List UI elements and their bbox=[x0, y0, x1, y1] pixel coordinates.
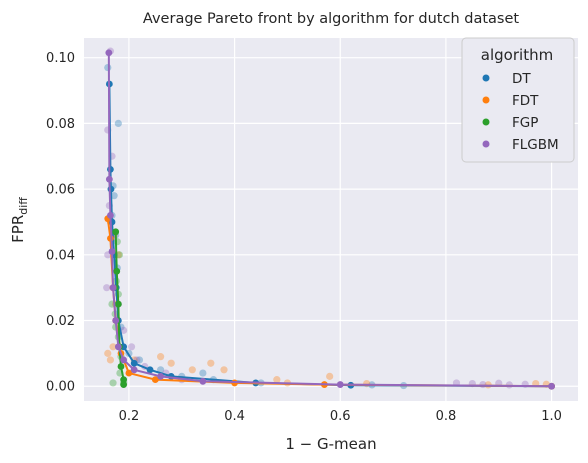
legend-label-fdt: FDT bbox=[512, 93, 539, 109]
scatter-point-flgbm bbox=[103, 284, 111, 292]
y-axis-label-sub: diff bbox=[17, 197, 30, 215]
x-tick-label: 0.8 bbox=[436, 409, 457, 424]
legend-box bbox=[461, 37, 575, 163]
series-layer bbox=[103, 47, 555, 390]
legend-marker-flgbm bbox=[482, 140, 490, 148]
x-axis-label: 1 − G-mean bbox=[285, 435, 376, 453]
scatter-point-fdt bbox=[220, 366, 228, 374]
front-point-flgbm bbox=[548, 382, 555, 390]
front-point-flgbm bbox=[105, 49, 113, 57]
front-point-dt bbox=[107, 166, 114, 173]
y-tick-label: 0.02 bbox=[46, 314, 75, 329]
front-point-fgp bbox=[120, 381, 128, 388]
front-point-flgbm bbox=[112, 317, 120, 324]
y-axis-label: FPRdiff bbox=[9, 197, 30, 243]
legend-title: algorithm bbox=[481, 46, 553, 64]
front-fgp bbox=[112, 228, 128, 388]
scatter-point-dt bbox=[104, 63, 112, 72]
x-tick-label: 0.6 bbox=[330, 409, 351, 424]
y-axis-label-main: FPR bbox=[9, 215, 27, 243]
front-point-flgbm bbox=[336, 381, 344, 388]
chart-title: Average Pareto front by algorithm for du… bbox=[143, 11, 519, 27]
front-point-flgbm bbox=[114, 343, 122, 351]
scatter-point-fgp bbox=[109, 379, 117, 387]
x-tick-label: 0.2 bbox=[119, 409, 140, 424]
x-tick-label: 0.4 bbox=[224, 409, 245, 424]
legend: algorithm DT FDT FGP FLGBM bbox=[461, 37, 575, 163]
front-point-fdt bbox=[151, 376, 159, 384]
front-point-fgp bbox=[117, 363, 125, 370]
front-point-flgbm bbox=[130, 366, 138, 374]
legend-marker-fgp bbox=[482, 118, 490, 126]
front-point-dt bbox=[146, 366, 154, 374]
scatter-point-dt bbox=[114, 119, 122, 128]
front-point-flgbm bbox=[108, 248, 116, 255]
scatter-point-fgp bbox=[115, 251, 123, 259]
front-point-flgbm bbox=[199, 377, 207, 385]
scatter-point-dt bbox=[135, 356, 144, 364]
front-point-dt bbox=[107, 185, 115, 193]
y-tick-label: 0.10 bbox=[46, 51, 75, 66]
y-tick-label: 0.08 bbox=[46, 117, 75, 132]
legend-label-dt: DT bbox=[512, 71, 531, 87]
legend-items: DT FDT FGP FLGBM bbox=[482, 71, 559, 153]
scatter-point-fdt bbox=[109, 343, 117, 351]
y-tick-label: 0.06 bbox=[46, 183, 75, 198]
scatter-point-fdt bbox=[207, 359, 215, 367]
scatter-point-dt bbox=[199, 369, 207, 377]
scatter-point-fdt bbox=[157, 353, 165, 361]
front-point-fgp bbox=[120, 376, 128, 384]
y-tick-labels: 0.00 0.02 0.04 0.06 0.08 0.10 bbox=[46, 51, 75, 395]
front-point-flgbm bbox=[105, 175, 113, 183]
front-point-flgbm bbox=[157, 372, 165, 380]
scatter-point-flgbm bbox=[479, 380, 487, 389]
front-point-fgp bbox=[112, 228, 120, 236]
front-flgbm bbox=[105, 49, 555, 390]
front-point-dt bbox=[130, 359, 138, 367]
scatter-point-fdt bbox=[326, 372, 334, 380]
front-point-fdt bbox=[125, 369, 133, 377]
y-tick-label: 0.00 bbox=[46, 380, 75, 395]
scatter-point-fdt bbox=[167, 359, 175, 367]
front-point-fgp bbox=[113, 267, 121, 275]
scatter-point-fdt bbox=[273, 376, 281, 384]
scatter-point-fdt bbox=[188, 366, 196, 374]
x-tick-labels: 0.2 0.4 0.6 0.8 1.0 bbox=[119, 409, 562, 424]
x-tick-label: 1.0 bbox=[541, 409, 562, 424]
scatter-point-dt bbox=[110, 192, 118, 200]
front-point-flgbm bbox=[109, 284, 117, 292]
front-point-flgbm bbox=[120, 356, 128, 364]
scatter-point-flgbm bbox=[120, 326, 128, 334]
y-tick-label: 0.04 bbox=[46, 248, 75, 263]
legend-label-flgbm: FLGBM bbox=[512, 137, 559, 153]
front-point-fgp bbox=[114, 300, 122, 308]
scatter-point-fdt bbox=[106, 356, 115, 364]
legend-marker-dt bbox=[482, 74, 490, 82]
legend-label-fgp: FGP bbox=[512, 115, 538, 131]
front-point-flgbm bbox=[107, 211, 114, 219]
scatter-point-fdt bbox=[104, 349, 112, 357]
legend-marker-fdt bbox=[482, 96, 490, 104]
scatter-point-flgbm bbox=[127, 343, 136, 351]
